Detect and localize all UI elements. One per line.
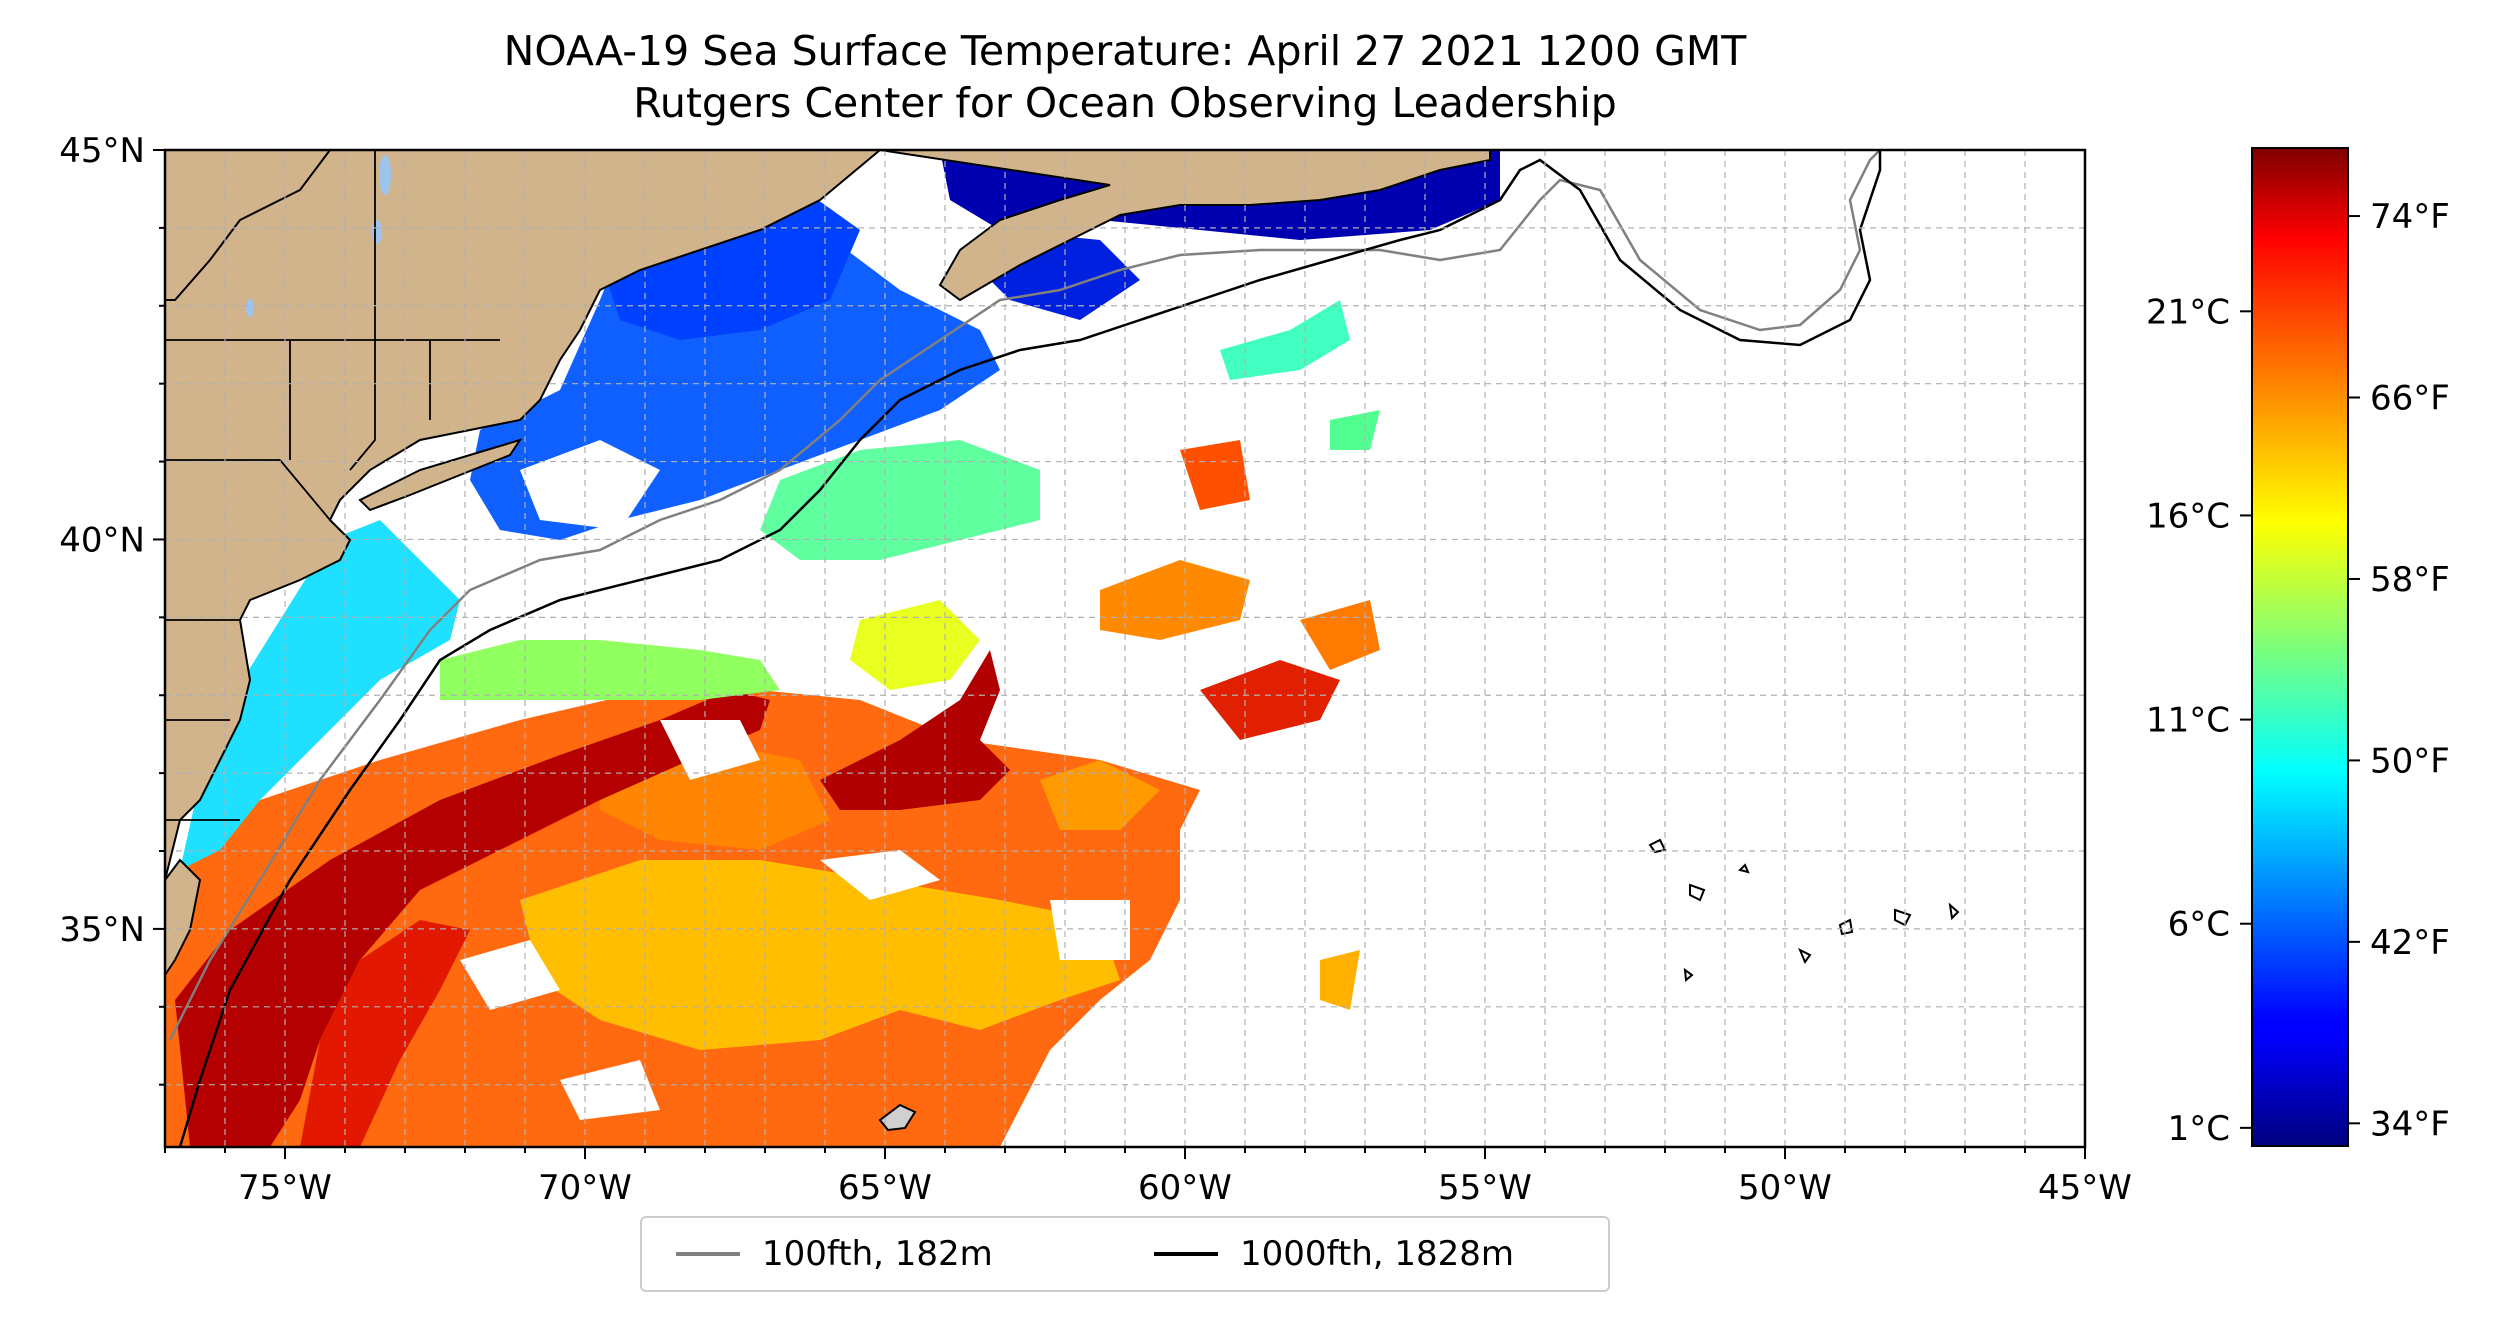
- sst-patch-5: [1040, 760, 1160, 830]
- sst-cold-blue2: [600, 180, 860, 340]
- land-nova-scotia: [879, 150, 1491, 302]
- cbar-c-tick-label: 11°C: [2146, 701, 2230, 741]
- lon-tick-label: 60°W: [1138, 1168, 1232, 1208]
- lon-tick-label: 75°W: [238, 1168, 332, 1208]
- sst-patch-8: [1180, 440, 1250, 510]
- legend-label-1000fth: 1000fth, 1828m: [1240, 1234, 1515, 1274]
- legend-line-1000fth: [1154, 1252, 1218, 1256]
- cloud-gap-2: [720, 560, 830, 640]
- cloud-gap-4: [820, 850, 940, 900]
- cloud-gap-1: [520, 440, 660, 530]
- sst-slope-green: [760, 440, 1040, 560]
- cbar-f-tick-label: 74°F: [2370, 197, 2450, 237]
- isobaths: [168, 150, 1882, 1147]
- state-borders: [165, 150, 500, 821]
- legend-label-100fth: 100fth, 182m: [762, 1234, 993, 1274]
- seamount-outline-8: [1948, 902, 1960, 921]
- cloud-gap-6: [1050, 900, 1130, 960]
- lake-3: [246, 299, 254, 317]
- cloud-gap-3: [660, 720, 760, 780]
- cbar-f-tick-label: 66°F: [2370, 379, 2450, 419]
- gridlines: [165, 150, 2085, 1147]
- lake-1: [379, 155, 391, 195]
- isobath-100fth: [168, 150, 1881, 1041]
- sst-patch-1: [1220, 300, 1350, 380]
- axis-ticks: 75°W 70°W 65°W 60°W 55°W 50°W 45°W 45°N 40°N 35°N: [59, 131, 2132, 1208]
- seamount-outline-6: [1798, 947, 1812, 965]
- sst-patch-2: [1100, 560, 1250, 640]
- colorbar-ticks: 34°F 42°F 50°F 58°F 66°F 74°F 1°C 6°C 11°C 16°C 21…: [2146, 197, 2450, 1149]
- legend-line-100fth: [676, 1252, 740, 1256]
- lon-tick-label: 45°W: [2038, 1168, 2132, 1208]
- cbar-f-tick-label: 42°F: [2370, 923, 2450, 963]
- sst-slope-yellow: [850, 600, 980, 690]
- isobath-1000fth: [178, 150, 1882, 1147]
- cbar-f-tick-label: 58°F: [2370, 560, 2450, 600]
- cbar-f-tick-label: 34°F: [2370, 1104, 2450, 1144]
- map-subtitle: Rutgers Center for Ocean Observing Leade…: [633, 79, 1617, 127]
- lon-tick-label: 55°W: [1438, 1168, 1532, 1208]
- cbar-c-tick-label: 6°C: [2168, 905, 2230, 945]
- seamount-outline-1: [1648, 838, 1667, 854]
- lon-tick-label: 70°W: [538, 1168, 632, 1208]
- bermuda-outline: [878, 1103, 917, 1132]
- sst-shelf-green: [440, 640, 780, 700]
- isobath-legend: 100fth, 182m 1000fth, 1828m: [640, 1216, 1610, 1292]
- lon-tick-label: 65°W: [838, 1168, 932, 1208]
- sst-field: [165, 150, 1500, 1147]
- seamount-outline-2: [1689, 883, 1706, 902]
- warm-eddy: [820, 650, 1010, 810]
- lake-2: [372, 220, 382, 244]
- islands: [878, 838, 1960, 1132]
- land-long-island: [358, 438, 523, 512]
- cbar-f-tick-label: 50°F: [2370, 741, 2450, 781]
- cbar-c-tick-label: 21°C: [2146, 292, 2230, 332]
- cbar-c-tick-label: 1°C: [2168, 1109, 2230, 1149]
- lat-tick-label: 40°N: [59, 520, 145, 560]
- map-title: NOAA-19 Sea Surface Temperature: April 2…: [503, 27, 1747, 75]
- legend-item-1000fth: 1000fth, 1828m: [1154, 1218, 1514, 1290]
- lat-tick-label: 35°N: [59, 910, 145, 950]
- seamount-outline-3: [1738, 863, 1750, 874]
- lon-tick-label: 50°W: [1738, 1168, 1832, 1208]
- seamount-outline-4: [1838, 918, 1854, 936]
- cbar-c-tick-label: 16°C: [2146, 496, 2230, 536]
- sst-patch-7: [1330, 410, 1380, 450]
- cloud-gap-5: [460, 940, 560, 1010]
- seamount-outline-7: [1683, 967, 1694, 982]
- land: [165, 150, 1491, 977]
- gulf-stream-red: [300, 920, 470, 1147]
- sst-warm-yellow: [520, 860, 1120, 1050]
- lat-tick-label: 45°N: [59, 131, 145, 171]
- land-carolina: [165, 858, 202, 977]
- legend-item-100fth: 100fth, 182m: [676, 1218, 993, 1290]
- sst-patch-6: [1320, 950, 1360, 1010]
- colorbar-gradient: [2251, 147, 2349, 1147]
